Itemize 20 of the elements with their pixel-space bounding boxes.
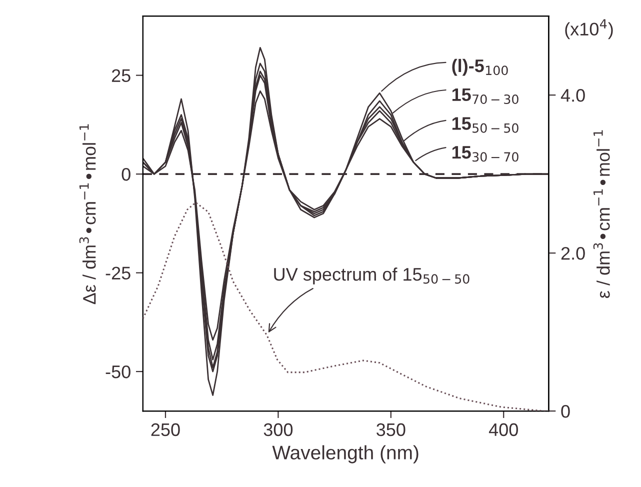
y-tick-label: -50: [106, 365, 130, 378]
y2-axis-title: ε / dm$^{3}$•cm$^{−1}$•mol$^{−1}$: [593, 130, 610, 298]
x-tick-label: 300: [264, 423, 293, 436]
legend-label: 15$_{30−70}$: [452, 146, 518, 162]
y2-tick-label: 4.0: [560, 88, 585, 102]
y-tick-label: 25: [112, 69, 130, 82]
x-tick-label: 250: [151, 423, 180, 436]
y-tick-label: 0: [122, 168, 130, 181]
legend-label: 15$_{50−50}$: [452, 117, 518, 133]
x-tick-label: 400: [488, 423, 518, 436]
legend-label: 15$_{70−30}$: [452, 88, 518, 104]
y-tick-label: -25: [106, 266, 130, 280]
annotation: UV spectrum of 15$_{50−50}$: [274, 268, 470, 284]
y2-tick-label: 0: [561, 404, 570, 418]
x-axis-title: Wavelength (nm): [272, 445, 418, 464]
y2-tick-label: 2.0: [561, 246, 585, 260]
legend-label: (l)-5$_{100}$: [452, 58, 508, 76]
y-axis-title: Δε / dm$^{3}$•cm$^{−1}$•mol$^{−1}$: [79, 124, 96, 304]
text: (x10$^{4}$): [565, 19, 613, 40]
x-tick-label: 350: [376, 423, 406, 436]
